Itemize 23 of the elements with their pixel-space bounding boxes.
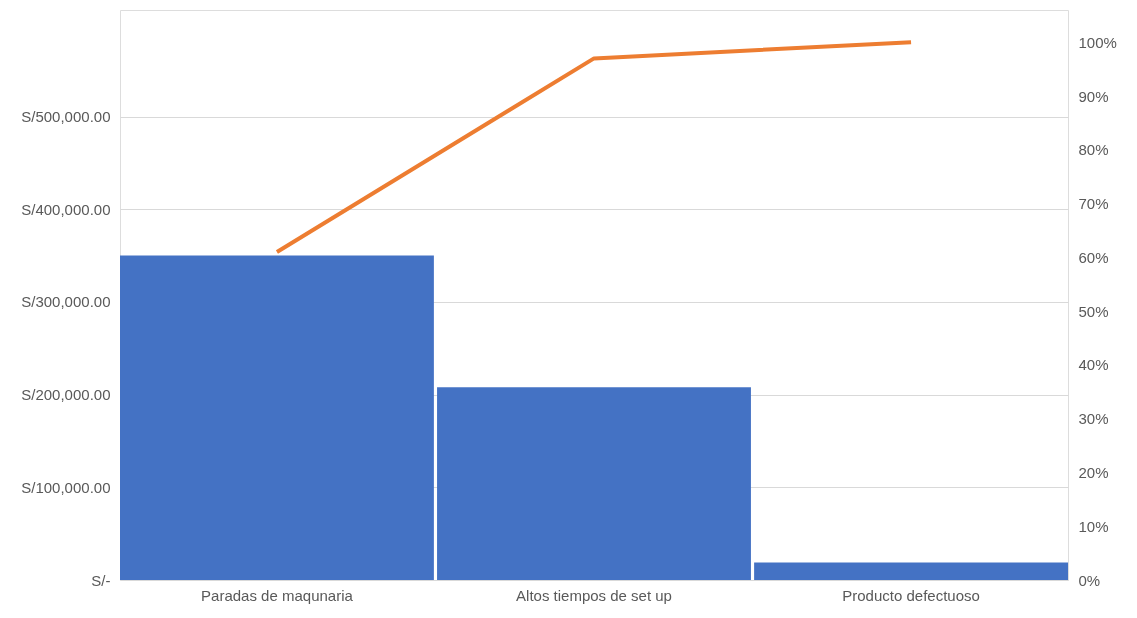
bar [754,562,1068,580]
y-tick-label: S/300,000.00 [21,293,111,311]
x-tick-label: Producto defectuoso [842,586,980,604]
x-tick-label: Altos tiempos de set up [516,586,672,604]
y2-tick-label: 10% [1078,517,1109,535]
y-tick-label: S/400,000.00 [21,200,111,218]
y2-tick-label: 30% [1078,410,1109,428]
y2-tick-label: 90% [1078,87,1109,105]
y2-tick-label: 60% [1078,248,1109,266]
y-tick-label: S/200,000.00 [21,386,111,404]
y2-tick-label: 100% [1078,33,1117,51]
y-tick-label: S/500,000.00 [21,108,111,126]
y2-tick-label: 80% [1078,141,1109,159]
bar [437,387,751,580]
y2-tick-label: 20% [1078,463,1109,481]
y-tick-label: S/- [91,571,111,589]
y2-tick-label: 0% [1078,571,1101,589]
y-tick-label: S/100,000.00 [21,478,111,496]
y2-tick-label: 50% [1078,302,1109,320]
x-tick-label: Paradas de maqunaria [201,586,354,604]
y2-tick-label: 40% [1078,356,1109,374]
y2-tick-label: 70% [1078,195,1109,213]
bar [120,255,434,580]
